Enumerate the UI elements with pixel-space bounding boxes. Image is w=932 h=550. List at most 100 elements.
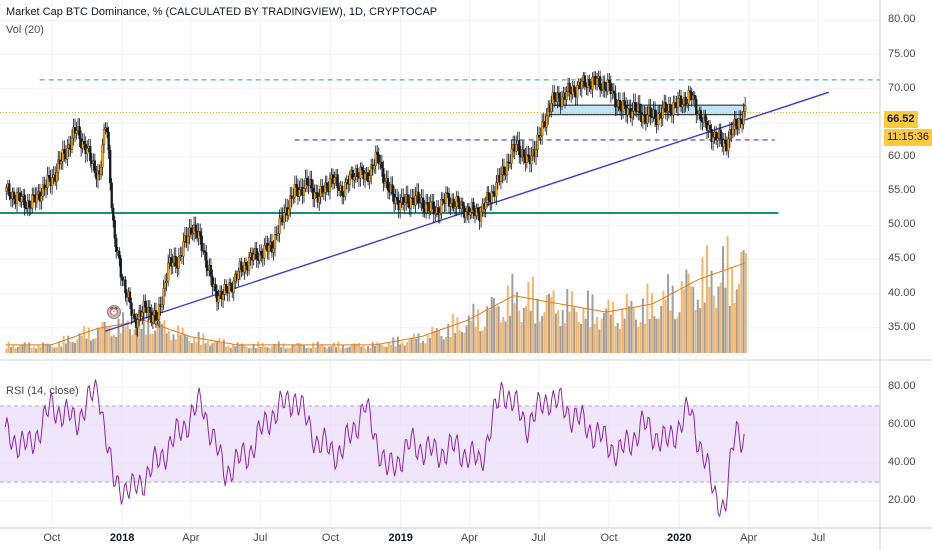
volume-bar	[472, 303, 475, 353]
candle-body	[418, 202, 422, 204]
price-tick-label: 75.00	[888, 47, 916, 60]
candle-body	[438, 212, 442, 216]
volume-bar	[509, 315, 512, 353]
volume-bar	[740, 251, 743, 353]
candle-body	[102, 129, 106, 146]
candle-body	[174, 256, 177, 267]
candle-body	[211, 276, 214, 287]
candle-body	[15, 192, 19, 204]
volume-bar	[396, 336, 399, 353]
volume-bar	[632, 307, 635, 353]
candle-body	[525, 154, 529, 163]
candle-body	[402, 197, 405, 205]
price-tick-label: 55.00	[888, 184, 916, 197]
volume-bar	[78, 333, 81, 353]
volume-bar	[62, 335, 65, 353]
volume-bar	[172, 334, 175, 353]
candle-body	[12, 191, 16, 200]
volume-bar	[303, 344, 306, 353]
volume-bar	[151, 333, 154, 353]
volume-bar	[385, 346, 388, 353]
candle-body	[641, 114, 645, 123]
volume-bar	[497, 305, 500, 353]
candle-body	[598, 76, 602, 90]
volume-bar	[383, 346, 386, 353]
volume-bar	[667, 274, 670, 353]
candle-body	[31, 194, 34, 209]
alarm-clock-icon[interactable]: ⏰	[107, 305, 121, 319]
candle-body	[121, 277, 124, 281]
volume-bar	[291, 344, 294, 353]
candle-body	[452, 198, 455, 209]
candle-body	[293, 184, 296, 198]
volume-bar	[323, 346, 326, 353]
volume-bar	[392, 337, 395, 353]
volume-bar	[209, 345, 212, 353]
candle-body	[44, 187, 48, 190]
candle-body	[154, 310, 158, 321]
candle-body	[618, 100, 622, 110]
candle-body	[40, 195, 43, 202]
candle-body	[476, 208, 480, 213]
candle-body	[553, 92, 556, 100]
candle-body	[360, 166, 364, 171]
candle-body	[502, 166, 506, 176]
candle-body	[5, 187, 8, 192]
volume-bar	[261, 342, 264, 353]
volume-bar	[197, 332, 200, 353]
volume-bar	[236, 342, 239, 353]
candle-body	[124, 279, 127, 294]
candle-body	[595, 78, 599, 85]
volume-bar	[119, 333, 122, 353]
rsi-tick-label: 80.00	[888, 380, 916, 392]
volume-bar	[378, 344, 381, 353]
volume-bar	[218, 338, 221, 353]
candle-body	[580, 81, 583, 89]
volume-bar	[344, 348, 347, 353]
candle-body	[214, 284, 217, 292]
candle-body	[539, 135, 542, 138]
candle-body	[734, 118, 738, 127]
candle-body	[244, 262, 248, 266]
volume-bar	[609, 314, 612, 353]
candle-body	[110, 182, 113, 209]
volume-bar	[206, 340, 209, 353]
volume-bar	[644, 323, 647, 353]
candle-body	[560, 96, 564, 107]
volume-bar	[657, 318, 660, 353]
candle-body	[105, 127, 109, 133]
candle-body	[322, 192, 325, 194]
volume-bar	[564, 323, 567, 353]
volume-bar	[90, 340, 93, 353]
volume-bar	[692, 286, 695, 353]
candle-body	[376, 151, 379, 155]
volume-bar	[504, 321, 507, 353]
volume-bar	[248, 348, 251, 353]
rsi-band	[0, 406, 880, 482]
volume-bar	[353, 343, 356, 353]
candle-body	[60, 161, 63, 165]
candle-body	[495, 182, 498, 197]
candle-body	[414, 195, 417, 206]
candle-body	[681, 104, 684, 108]
volume-bar	[653, 316, 656, 353]
candle-body	[151, 314, 155, 323]
candle-body	[687, 90, 690, 104]
candle-body	[221, 294, 225, 300]
volume-bar	[724, 287, 727, 353]
volume-bar	[373, 345, 376, 353]
candle-body	[504, 174, 507, 176]
candle-body	[409, 197, 413, 209]
volume-bar	[568, 311, 571, 353]
volume-bar	[48, 344, 51, 353]
candle-body	[386, 178, 390, 191]
volume-bar	[135, 327, 138, 353]
volume-bar	[259, 347, 262, 353]
candle-body	[148, 306, 151, 312]
volume-legend: Vol (20)	[6, 24, 44, 36]
volume-bar	[731, 268, 734, 353]
volume-bar	[417, 333, 420, 353]
volume-bar	[234, 346, 237, 353]
